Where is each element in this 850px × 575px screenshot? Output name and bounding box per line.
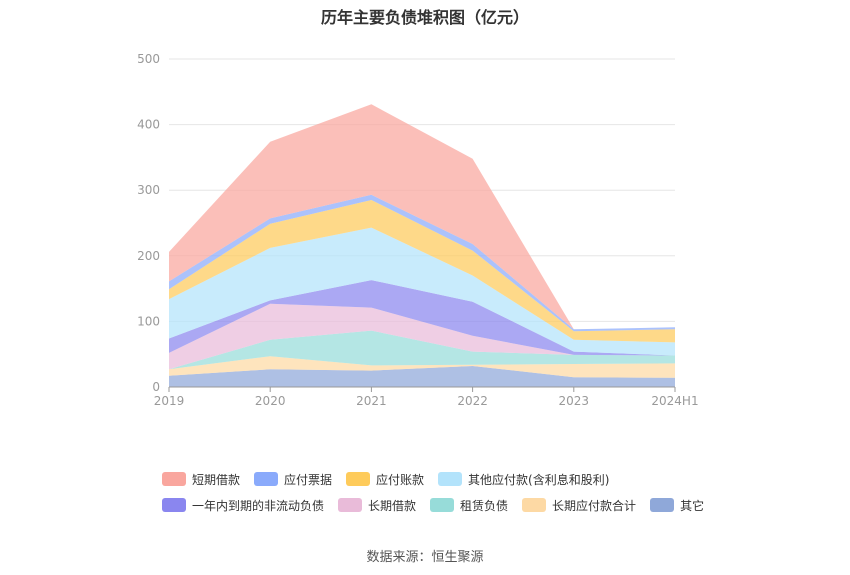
legend-swatch bbox=[338, 498, 363, 512]
y-tick-label: 400 bbox=[137, 118, 160, 132]
legend: 短期借款 应付票据 应付账款 其他应付款(含利息和股利) 一年内到期的非流动负债 长期借款… bbox=[162, 471, 722, 513]
axes: 0 100 200 300 400 500 2019 2020 2021 2022 2023 2024… bbox=[137, 52, 699, 408]
legend-item[interactable]: 长期借款 bbox=[338, 497, 416, 513]
legend-label: 短期借款 bbox=[192, 472, 241, 487]
y-tick-label: 100 bbox=[137, 314, 160, 328]
legend-swatch bbox=[162, 498, 186, 512]
legend-swatch bbox=[430, 498, 455, 512]
legend-label: 租赁负债 bbox=[460, 498, 509, 513]
legend-item[interactable]: 短期借款 bbox=[162, 471, 240, 487]
legend-swatch bbox=[254, 472, 279, 486]
legend-label: 长期借款 bbox=[368, 498, 417, 513]
area-series-应付账款 bbox=[169, 200, 675, 343]
legend-item[interactable]: 其他应付款(含利息和股利) bbox=[438, 471, 609, 487]
legend-swatch bbox=[162, 472, 186, 486]
legend-swatch bbox=[650, 498, 675, 512]
legend-item[interactable]: 其它 bbox=[650, 497, 704, 513]
area-series-其他应付款(含利息和股利) bbox=[169, 227, 675, 356]
area-series-租赁负债 bbox=[169, 330, 675, 370]
legend-label: 其他应付款(含利息和股利) bbox=[468, 472, 610, 487]
legend-item[interactable]: 长期应付款合计 bbox=[522, 497, 636, 513]
legend-label: 长期应付款合计 bbox=[552, 498, 637, 513]
legend-swatch bbox=[438, 472, 463, 486]
legend-item[interactable]: 应付票据 bbox=[254, 471, 332, 487]
x-tick-label: 2024H1 bbox=[651, 394, 698, 408]
area-series-应付票据 bbox=[169, 194, 675, 332]
area-series-一年内到期的非流动负债 bbox=[169, 280, 675, 356]
y-tick-label: 0 bbox=[152, 380, 160, 394]
y-tick-label: 500 bbox=[137, 52, 160, 66]
area-series-长期借款 bbox=[169, 303, 675, 370]
legend-swatch bbox=[346, 472, 371, 486]
x-tick-label: 2019 bbox=[154, 394, 185, 408]
legend-label: 应付票据 bbox=[284, 472, 333, 487]
y-tick-label: 200 bbox=[137, 249, 160, 263]
area-series-其它 bbox=[169, 366, 675, 387]
area-series-短期借款 bbox=[169, 104, 675, 330]
legend-item[interactable]: 租赁负债 bbox=[430, 497, 508, 513]
legend-label: 其它 bbox=[680, 498, 705, 513]
area-series-长期应付款合计 bbox=[169, 356, 675, 378]
data-source-note: 数据来源：恒生聚源 bbox=[366, 550, 484, 565]
legend-item[interactable]: 一年内到期的非流动负债 bbox=[162, 497, 324, 513]
chart-title: 历年主要负债堆积图（亿元） bbox=[320, 8, 529, 27]
legend-label: 一年内到期的非流动负债 bbox=[192, 498, 325, 513]
x-tick-label: 2020 bbox=[255, 394, 286, 408]
area-series bbox=[169, 104, 675, 387]
legend-swatch bbox=[522, 498, 547, 512]
x-tick-label: 2021 bbox=[356, 394, 387, 408]
legend-item[interactable]: 应付账款 bbox=[346, 471, 424, 487]
x-tick-label: 2022 bbox=[457, 394, 488, 408]
x-tick-label: 2023 bbox=[559, 394, 590, 408]
y-tick-label: 300 bbox=[137, 183, 160, 197]
legend-label: 应付账款 bbox=[376, 472, 425, 487]
